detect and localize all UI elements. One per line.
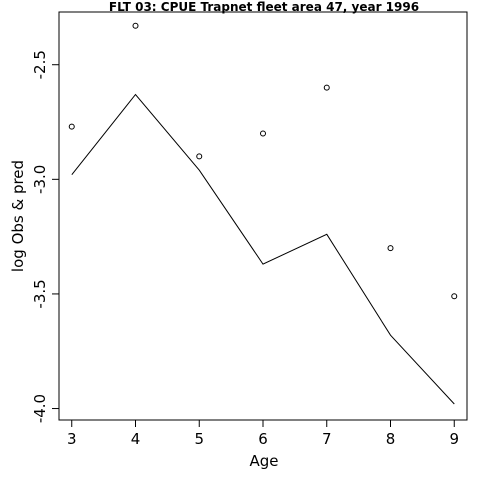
observed-point	[451, 293, 458, 300]
x-axis: 3 4 5 6 7 8 9	[67, 420, 459, 448]
y-tick-label: -3.0	[31, 165, 49, 194]
y-tick-label: -3.5	[31, 279, 49, 308]
observed-point	[260, 130, 266, 137]
observed-point	[387, 245, 394, 252]
x-tick-label: 3	[67, 430, 77, 448]
x-tick-label: 9	[449, 430, 459, 448]
plot-frame	[58, 11, 468, 421]
x-axis-label: Age	[249, 452, 278, 470]
x-tick-label: 8	[386, 430, 396, 448]
y-tick-label: -4.0	[31, 394, 49, 423]
observed-point	[132, 22, 139, 29]
plot-area	[68, 22, 458, 405]
x-tick-label: 5	[194, 430, 204, 448]
observed-point	[323, 84, 330, 91]
y-axis-label: log Obs & pred	[9, 160, 27, 272]
x-tick-label: 4	[131, 430, 141, 448]
chart-title: FLT 03: CPUE Trapnet fleet area 47, year…	[109, 0, 419, 14]
x-tick-label: 7	[322, 430, 332, 448]
observed-point	[68, 123, 75, 130]
x-tick-label: 6	[258, 430, 268, 448]
observed-point	[196, 153, 203, 160]
y-tick-label: -2.5	[31, 50, 49, 79]
predicted-line	[71, 93, 455, 405]
y-axis: -4.0 -3.5 -3.0 -2.5	[31, 50, 59, 423]
